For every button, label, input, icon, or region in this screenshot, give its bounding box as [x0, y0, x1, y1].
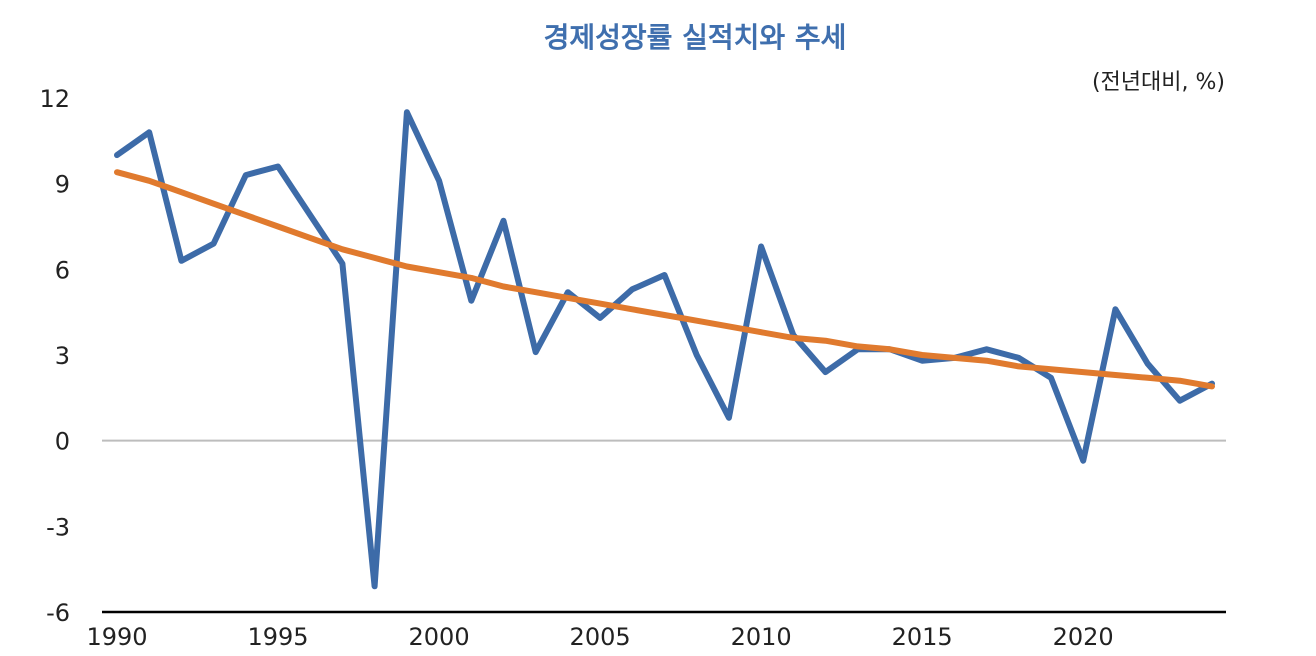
trend-line	[114, 169, 1215, 390]
actual-growth-line	[114, 109, 1215, 590]
x-tick-label: 2020	[1053, 623, 1114, 651]
y-tick-label: 0	[55, 428, 70, 456]
x-tick-label: 1990	[86, 623, 147, 651]
x-tick-label: 2015	[892, 623, 953, 651]
x-tick-label: 2005	[570, 623, 631, 651]
y-tick-label: 12	[39, 85, 70, 113]
x-tick-label: 1995	[247, 623, 308, 651]
y-tick-label: -3	[46, 513, 70, 541]
y-axis: 12 9 6 3 0 -3 -6	[39, 85, 70, 627]
x-tick-label: 2000	[409, 623, 470, 651]
unit-label: (전년대비, %)	[1092, 70, 1225, 95]
y-tick-label: 9	[55, 171, 70, 199]
series-group	[114, 109, 1215, 590]
y-tick-label: 6	[55, 256, 70, 284]
chart-title: 경제성장률 실적치와 추세	[544, 21, 847, 54]
x-axis: 1990 1995 2000 2005 2010 2015 2020	[86, 623, 1113, 651]
y-tick-label: 3	[55, 342, 70, 370]
x-tick-label: 2010	[731, 623, 792, 651]
y-tick-label: -6	[46, 599, 70, 627]
